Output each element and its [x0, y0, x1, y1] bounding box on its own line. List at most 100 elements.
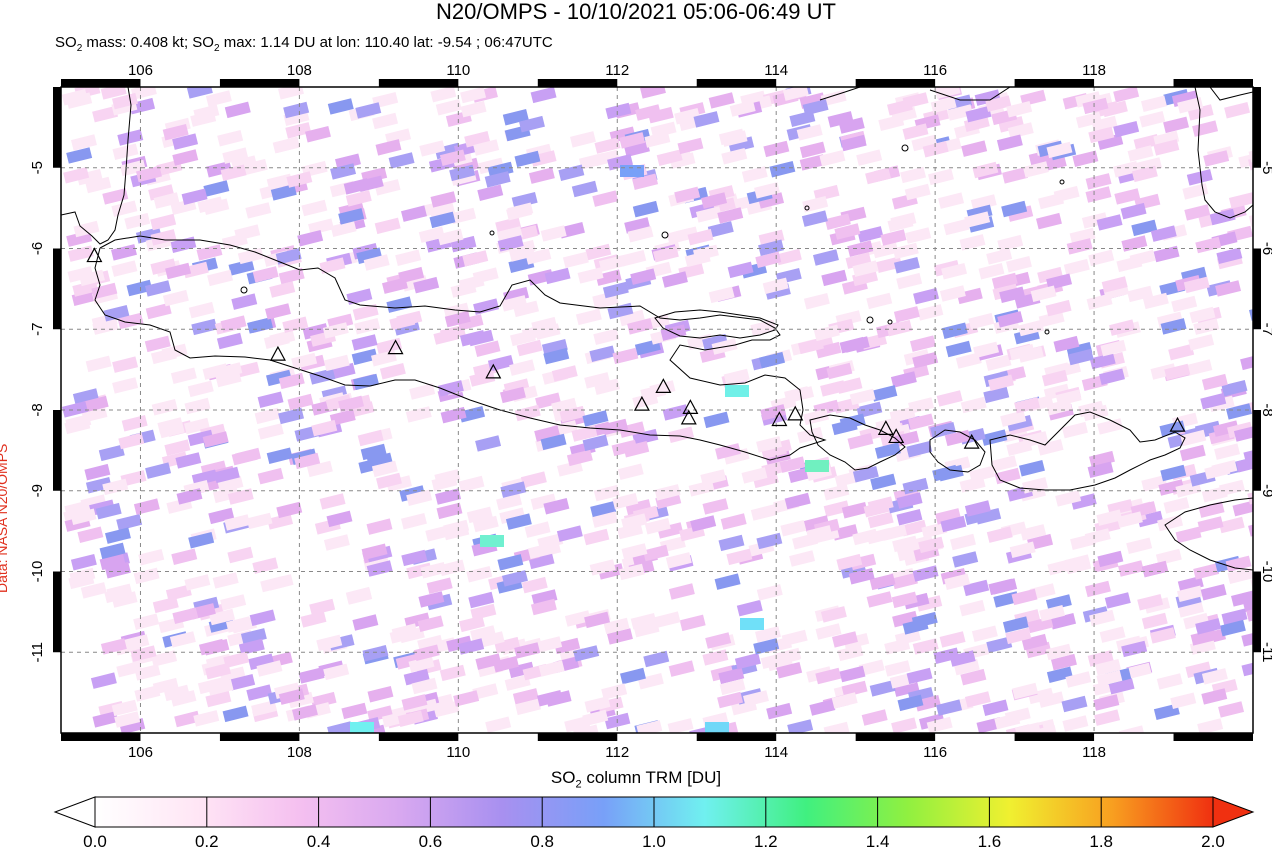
- so2-pixel: [896, 544, 923, 562]
- so2-pixel: [484, 171, 511, 188]
- so2-pixel: [940, 515, 967, 533]
- so2-pixel: [1066, 238, 1093, 255]
- so2-pixel: [323, 534, 350, 551]
- so2-pixel: [118, 432, 145, 450]
- so2-subscript-1: 2: [76, 43, 83, 54]
- so2-pixel: [308, 218, 335, 235]
- so2-pixel: [72, 388, 99, 405]
- so2-pixel: [917, 304, 944, 321]
- so2-pixel: [233, 361, 260, 379]
- so2-pixel: [152, 677, 179, 695]
- so2-pixel: [437, 380, 464, 397]
- so2-pixel: [702, 498, 729, 515]
- so2-pixel: [203, 180, 230, 197]
- so2-pixel: [129, 97, 156, 115]
- so2-pixel: [540, 433, 567, 451]
- so2-pixel: [245, 202, 272, 219]
- so2-pixel: [1030, 285, 1057, 302]
- so2-pixel: [1006, 255, 1032, 273]
- so2-pixel: [363, 254, 390, 271]
- so2-pixel: [799, 154, 826, 171]
- so2-pixel: [341, 702, 368, 720]
- so2-pixel: [311, 419, 338, 437]
- so2-pixel: [1137, 593, 1164, 611]
- so2-pixel: [644, 517, 671, 535]
- so2-pixel: [802, 99, 829, 116]
- so2-pixel: [756, 584, 783, 601]
- so2-pixel: [665, 552, 692, 569]
- so2-pixel: [775, 248, 802, 266]
- so2-pixel: [196, 244, 223, 261]
- so2-pixel: [1062, 715, 1089, 732]
- colorbar-tick-label: 1.6: [977, 832, 1002, 851]
- so2-pixel: [203, 198, 230, 215]
- so2-pixel: [941, 262, 968, 280]
- so2-pixel: [965, 105, 992, 123]
- so2-pixel: [1051, 653, 1077, 671]
- lon-labels-top: 106 108 110 112 114 116 118: [128, 62, 1106, 79]
- so2-pixel: [535, 392, 562, 409]
- so2-pixel: [71, 289, 98, 306]
- so2-pixel: [959, 234, 986, 251]
- so2-pixel: [621, 513, 648, 530]
- so2-pixel: [953, 658, 980, 676]
- so2-pixel: [593, 328, 620, 345]
- so2-pixel: [1121, 235, 1148, 252]
- so2-pixel: [892, 535, 919, 553]
- so2-pixel: [420, 561, 447, 579]
- so2-pixel: [1041, 369, 1068, 387]
- so2-pixel: [668, 660, 695, 677]
- so2-pixel: [1096, 670, 1123, 687]
- so2-pixel: [1037, 439, 1064, 456]
- so2-pixel: [220, 315, 247, 332]
- frame-bar-bottom: [1173, 733, 1253, 741]
- so2-pixel: [1232, 499, 1253, 517]
- so2-pixel: [632, 428, 659, 446]
- so2-pixel: [112, 356, 139, 373]
- frame-bar-top: [855, 79, 936, 87]
- so2-pixel: [911, 611, 938, 629]
- so2-pixel: [1018, 319, 1045, 337]
- so2-pixel: [1006, 100, 1033, 118]
- so2-pixel: [372, 112, 399, 130]
- so2-pixel: [338, 208, 365, 225]
- so2-pixel: [534, 425, 561, 442]
- so2-pixel: [319, 257, 346, 274]
- so2-pixel: [827, 111, 854, 128]
- so2-pixel: [379, 362, 406, 380]
- so2-pixel: [1053, 185, 1080, 203]
- so2-pixel: [1137, 510, 1164, 528]
- so2-pixel: [513, 300, 540, 318]
- so2-pixel: [105, 527, 131, 544]
- colorbar-label: SO2 column TRM [DU]: [0, 768, 1272, 790]
- so2-pixel: [375, 139, 402, 156]
- so2-pixel: [157, 417, 184, 434]
- so2-pixel: [472, 515, 499, 533]
- lon-tick-label-bottom: 106: [128, 744, 153, 761]
- so2-pixel: [162, 289, 189, 307]
- so2-pixel: [1126, 537, 1153, 554]
- so2-pixel: [120, 470, 147, 487]
- colorbar-label-prefix: SO: [550, 768, 576, 787]
- so2-pixel: [374, 179, 401, 196]
- so2-pixel: [292, 704, 318, 721]
- so2-pixel: [66, 147, 93, 164]
- frame-bar-right: [1253, 410, 1261, 491]
- so2-pixel: [1039, 604, 1066, 622]
- so2-pixel: [781, 629, 808, 647]
- so2-pixel: [726, 548, 753, 566]
- so2-pixel: [254, 407, 281, 425]
- so2-pixel: [120, 159, 146, 177]
- so2-pixel: [736, 599, 763, 617]
- frame-bar-bottom: [696, 733, 777, 741]
- so2-pixel: [803, 408, 830, 426]
- so2-pixel: [871, 385, 898, 402]
- so2-pixel: [376, 337, 403, 355]
- so2-pixel: [758, 229, 785, 247]
- so2-pixel: [1022, 161, 1049, 178]
- so2-pixel: [623, 140, 650, 158]
- so2-pixel: [801, 210, 828, 227]
- so2-pixel: [103, 304, 130, 322]
- so2-pixel: [1006, 414, 1033, 432]
- so2-pixel: [276, 501, 303, 519]
